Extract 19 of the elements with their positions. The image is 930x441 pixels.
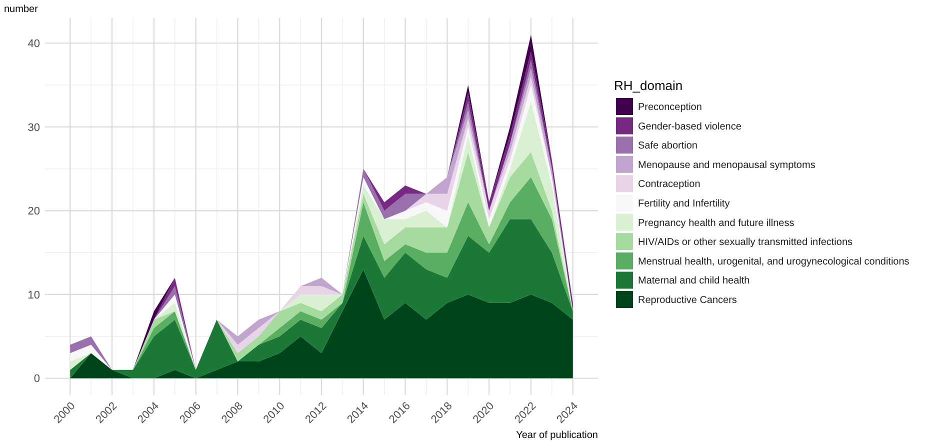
legend-label: Gender-based violence <box>638 121 742 132</box>
legend-label: Menopause and menopausal symptoms <box>638 160 816 171</box>
legend-label: Fertility and Infertility <box>638 198 730 210</box>
x-axis-title: Year of publication <box>516 430 598 441</box>
legend-label: Reproductive Cancers <box>638 295 737 306</box>
y-tick-label: 30 <box>28 122 40 134</box>
y-tick-label: 0 <box>34 373 40 386</box>
legend-label: Preconception <box>638 102 702 113</box>
legend-label: Pregnancy health and future illness <box>638 218 794 229</box>
y-axis-title: number <box>4 4 39 15</box>
legend-title: RH_domain <box>614 78 683 93</box>
legend-label: Safe abortion <box>638 140 698 152</box>
legend-label: HIV/AIDs or other sexually transmitted infections <box>638 237 853 248</box>
y-tick-label: 10 <box>28 289 40 302</box>
legend-label: Maternal and child health <box>638 276 750 287</box>
y-tick-label: 20 <box>28 206 40 218</box>
legend-label: Contraception <box>638 179 700 190</box>
y-tick-label: 40 <box>28 38 40 50</box>
legend-label: Menstrual health, urogenital, and urogynecological conditions <box>638 256 910 268</box>
